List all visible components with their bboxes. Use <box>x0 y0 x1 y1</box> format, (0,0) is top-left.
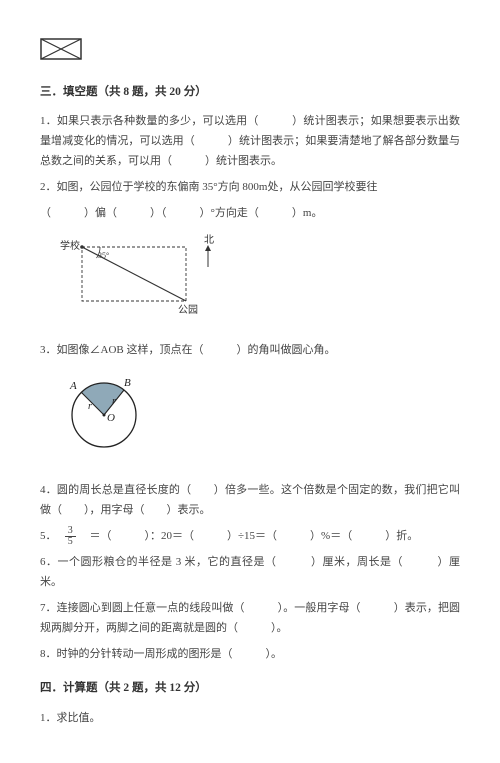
q3-4: 4．圆的周长总是直径长度的（ ）倍多一些。这个倍数是个固定的数，我们把它叫做（ … <box>40 481 460 521</box>
label-r2: r <box>112 396 116 407</box>
school-park-diagram: 35° 学校 公园 北 <box>60 233 460 331</box>
q3-2a: 2．如图，公园位于学校的东偏南 35°方向 800m处，从公园回学校要往 <box>40 178 460 198</box>
label-r1: r <box>88 401 92 412</box>
label-school: 学校 <box>60 239 80 252</box>
section-4-title: 四．计算题（共 2 题，共 12 分） <box>40 678 460 699</box>
q3-5-rest: ＝（ ）：20＝（ ）÷15＝（ ）%＝（ ）折。 <box>79 530 419 542</box>
q3-3: 3．如图像∠AOB 这样，顶点在（ ）的角叫做圆心角。 <box>40 341 460 361</box>
q3-2b: （ ）偏（ ）（ ）°方向走（ ）m。 <box>40 204 460 224</box>
q3-7: 7．连接圆心到圆上任意一点的线段叫做（ ）。一般用字母（ ）表示，把圆规两脚分开… <box>40 599 460 639</box>
label-B: B <box>124 377 131 389</box>
label-O: O <box>107 412 115 424</box>
label-park: 公园 <box>178 304 198 316</box>
q3-5-den: 5 <box>65 537 76 547</box>
q4-1: 1．求比值。 <box>40 709 460 729</box>
q3-6: 6．一个圆形粮仓的半径是 3 米，它的直径是（ ）厘米，周长是（ ）厘米。 <box>40 553 460 593</box>
q3-5-prefix: 5． <box>40 530 62 542</box>
q3-5-fraction: 3 5 <box>65 526 76 547</box>
label-A: A <box>69 380 77 392</box>
q3-1: 1．如果只表示各种数量的多少，可以选用（ ）统计图表示；如果想要表示出数量增减变… <box>40 112 460 171</box>
envelope-svg <box>40 38 82 60</box>
q3-5: 5． 3 5 ＝（ ）：20＝（ ）÷15＝（ ）%＝（ ）折。 <box>40 526 460 547</box>
top-envelope-icon <box>40 38 460 68</box>
angle-35-label: 35° <box>98 251 109 260</box>
q3-8: 8．时钟的分针转动一周形成的图形是（ ）。 <box>40 645 460 665</box>
circle-aob-diagram: A B O r r <box>60 371 460 471</box>
circle-aob-svg: A B O r r <box>60 371 152 463</box>
label-north: 北 <box>204 234 214 246</box>
section-3-title: 三．填空题（共 8 题，共 20 分） <box>40 82 460 103</box>
school-park-svg: 35° 学校 公园 北 <box>60 233 230 323</box>
